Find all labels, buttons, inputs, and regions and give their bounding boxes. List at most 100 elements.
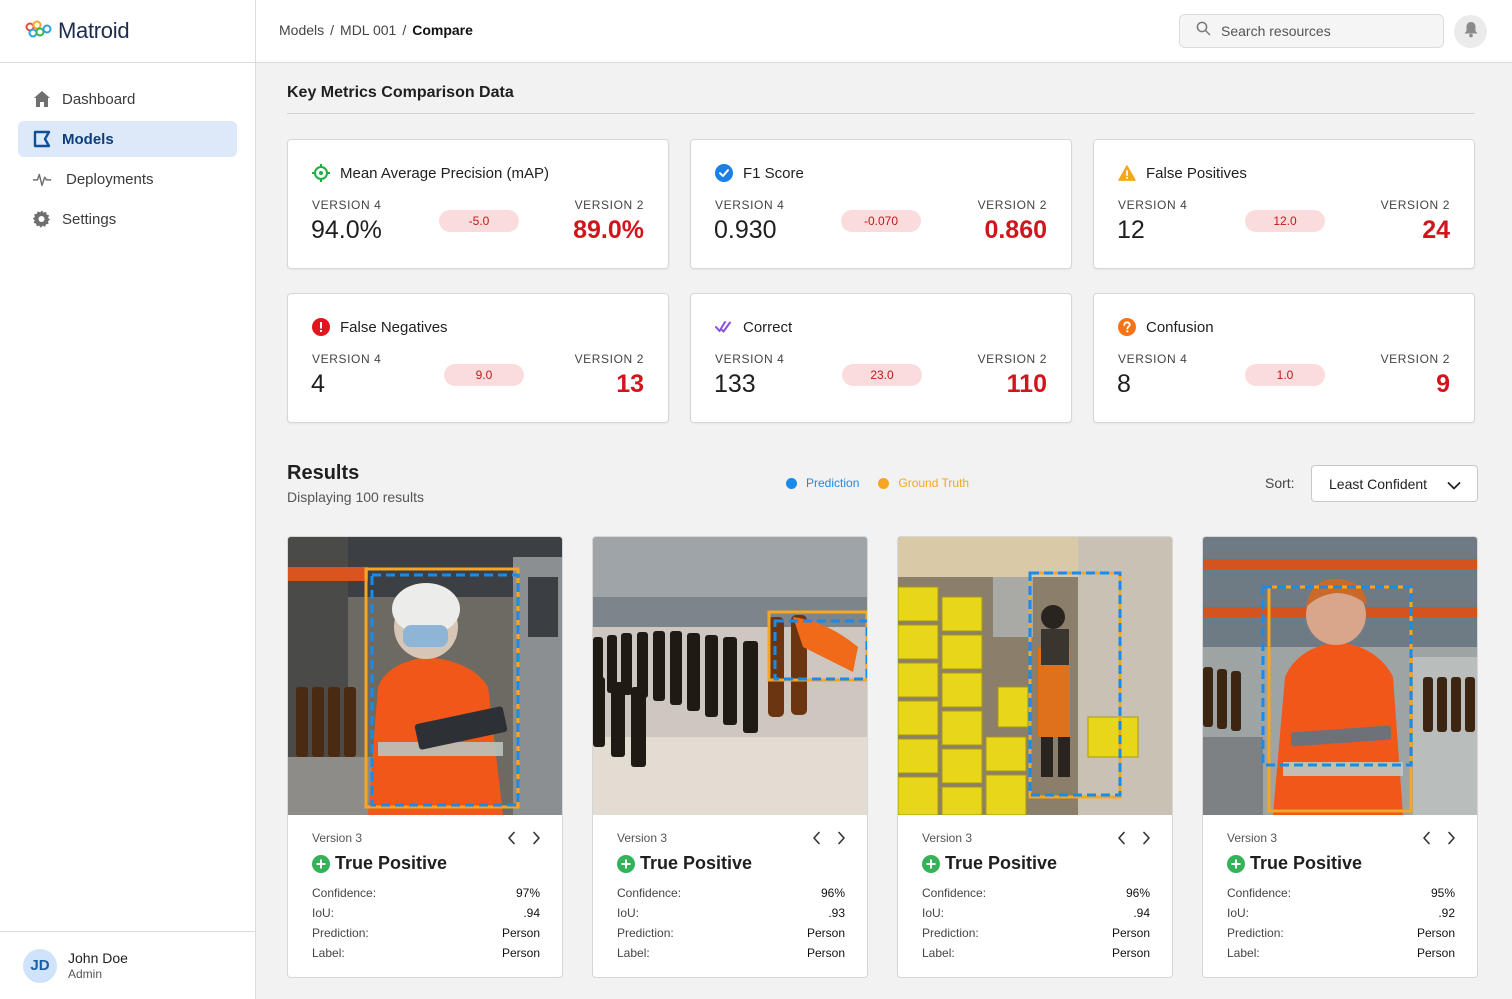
row-value: .92	[1438, 906, 1455, 920]
prev-button[interactable]	[1112, 829, 1130, 847]
row-key: Label:	[922, 946, 955, 960]
metric-card-map: Mean Average Precision (mAP) VERSION 4 9…	[287, 139, 669, 269]
row-key: Label:	[312, 946, 345, 960]
row-key: Label:	[1227, 946, 1260, 960]
row-value: .94	[1133, 906, 1150, 920]
result-status: True Positive	[922, 853, 1057, 874]
breadcrumb-separator: /	[402, 22, 407, 38]
logo[interactable]: Matroid	[0, 0, 255, 63]
prediction-row: Prediction: Person	[922, 926, 1150, 940]
row-key: Label:	[617, 946, 650, 960]
notifications-button[interactable]	[1454, 15, 1487, 48]
result-version: Version 3	[922, 831, 973, 845]
confidence-row: Confidence: 97%	[312, 886, 540, 900]
row-key: Prediction:	[922, 926, 979, 940]
prediction-row: Prediction: Person	[617, 926, 845, 940]
metric-right-value: 13	[616, 370, 644, 398]
metric-title: Mean Average Precision (mAP)	[340, 164, 549, 182]
sidebar-item-deployments[interactable]: Deployments	[18, 161, 237, 197]
divider	[287, 113, 1475, 114]
metric-right-label: VERSION 2	[574, 198, 644, 212]
metric-right-label: VERSION 2	[1380, 198, 1450, 212]
confidence-row: Confidence: 96%	[617, 886, 845, 900]
result-version: Version 3	[1227, 831, 1278, 845]
row-key: Prediction:	[1227, 926, 1284, 940]
result-card[interactable]: Version 3 True Positive Confidence: 97% I…	[287, 536, 563, 978]
prev-button[interactable]	[1417, 829, 1435, 847]
search-input[interactable]: Search resources	[1179, 14, 1444, 48]
label-row: Label: Person	[922, 946, 1150, 960]
result-status-label: True Positive	[335, 853, 448, 873]
row-key: Confidence:	[922, 886, 987, 900]
prev-button[interactable]	[502, 829, 520, 847]
metric-card-false-negatives: False Negatives VERSION 4 4 9.0 VERSION …	[287, 293, 669, 423]
iou-row: IoU: .94	[922, 906, 1150, 920]
double-check-icon	[715, 318, 733, 336]
confidence-row: Confidence: 96%	[922, 886, 1150, 900]
breadcrumb-model[interactable]: MDL 001	[340, 22, 397, 38]
breadcrumb-separator: /	[330, 22, 335, 38]
metric-left-value: 12	[1117, 216, 1145, 244]
gear-icon	[32, 209, 52, 229]
user-role: Admin	[68, 967, 103, 981]
chevron-right-icon	[532, 831, 540, 845]
warning-icon	[1118, 164, 1136, 182]
sort-value: Least Confident	[1329, 475, 1428, 492]
result-image	[898, 537, 1172, 815]
metric-right-value: 0.860	[984, 216, 1047, 244]
result-card[interactable]: Version 3 True Positive Confidence: 95% I…	[1202, 536, 1478, 978]
row-value: Person	[1111, 926, 1150, 940]
row-value: .93	[828, 906, 845, 920]
result-image	[1203, 537, 1477, 815]
result-status: True Positive	[1227, 853, 1362, 874]
row-key: IoU:	[922, 906, 945, 920]
metric-title: False Negatives	[340, 318, 448, 336]
results-count: Displaying 100 results	[287, 489, 424, 505]
models-icon	[32, 129, 52, 149]
row-key: Confidence:	[312, 886, 377, 900]
result-card[interactable]: Version 3 True Positive Confidence: 96% I…	[897, 536, 1173, 978]
sidebar-item-label: Settings	[62, 210, 117, 228]
sidebar-item-dashboard[interactable]: Dashboard	[18, 81, 237, 117]
row-value: Person	[501, 926, 540, 940]
sidebar-item-settings[interactable]: Settings	[18, 201, 237, 237]
row-key: Confidence:	[1227, 886, 1292, 900]
next-button[interactable]	[527, 829, 545, 847]
chevron-left-icon	[1422, 831, 1430, 845]
sidebar-nav: Dashboard Models Deployments Settings	[0, 63, 255, 237]
metric-left-value: 8	[1117, 370, 1131, 398]
home-icon	[32, 89, 52, 109]
breadcrumb-models[interactable]: Models	[279, 22, 325, 38]
prediction-dot	[786, 477, 797, 489]
user-profile[interactable]: JD John Doe Admin	[0, 931, 255, 999]
iou-row: IoU: .93	[617, 906, 845, 920]
user-name: John Doe	[68, 950, 128, 966]
metric-card-false-positives: False Positives VERSION 4 12 12.0 VERSIO…	[1093, 139, 1475, 269]
next-button[interactable]	[1137, 829, 1155, 847]
metric-right-value: 110	[1006, 370, 1047, 398]
metric-delta-badge: 1.0	[1245, 364, 1325, 386]
row-value: 96%	[1125, 886, 1150, 900]
prediction-row: Prediction: Person	[312, 926, 540, 940]
chevron-right-icon	[1142, 831, 1150, 845]
next-button[interactable]	[1442, 829, 1460, 847]
next-button[interactable]	[832, 829, 850, 847]
sidebar-item-models[interactable]: Models	[18, 121, 237, 157]
metric-left-value: 0.930	[714, 216, 777, 244]
result-status-label: True Positive	[945, 853, 1058, 873]
chevron-right-icon	[1447, 831, 1455, 845]
pulse-icon	[32, 169, 52, 189]
result-card[interactable]: Version 3 True Positive Confidence: 96% I…	[592, 536, 868, 978]
result-status-label: True Positive	[1250, 853, 1363, 873]
chevron-left-icon	[812, 831, 820, 845]
chevron-left-icon	[1117, 831, 1125, 845]
prev-button[interactable]	[807, 829, 825, 847]
row-key: Prediction:	[312, 926, 369, 940]
result-status: True Positive	[617, 853, 752, 874]
chevron-down-icon	[1447, 478, 1461, 494]
metric-left-value: 94.0%	[311, 216, 382, 244]
metric-left-value: 4	[311, 370, 325, 398]
metric-card-f1: F1 Score VERSION 4 0.930 -0.070 VERSION …	[690, 139, 1072, 269]
row-value: Person	[1111, 946, 1150, 960]
sort-select[interactable]: Least Confident	[1311, 465, 1478, 502]
